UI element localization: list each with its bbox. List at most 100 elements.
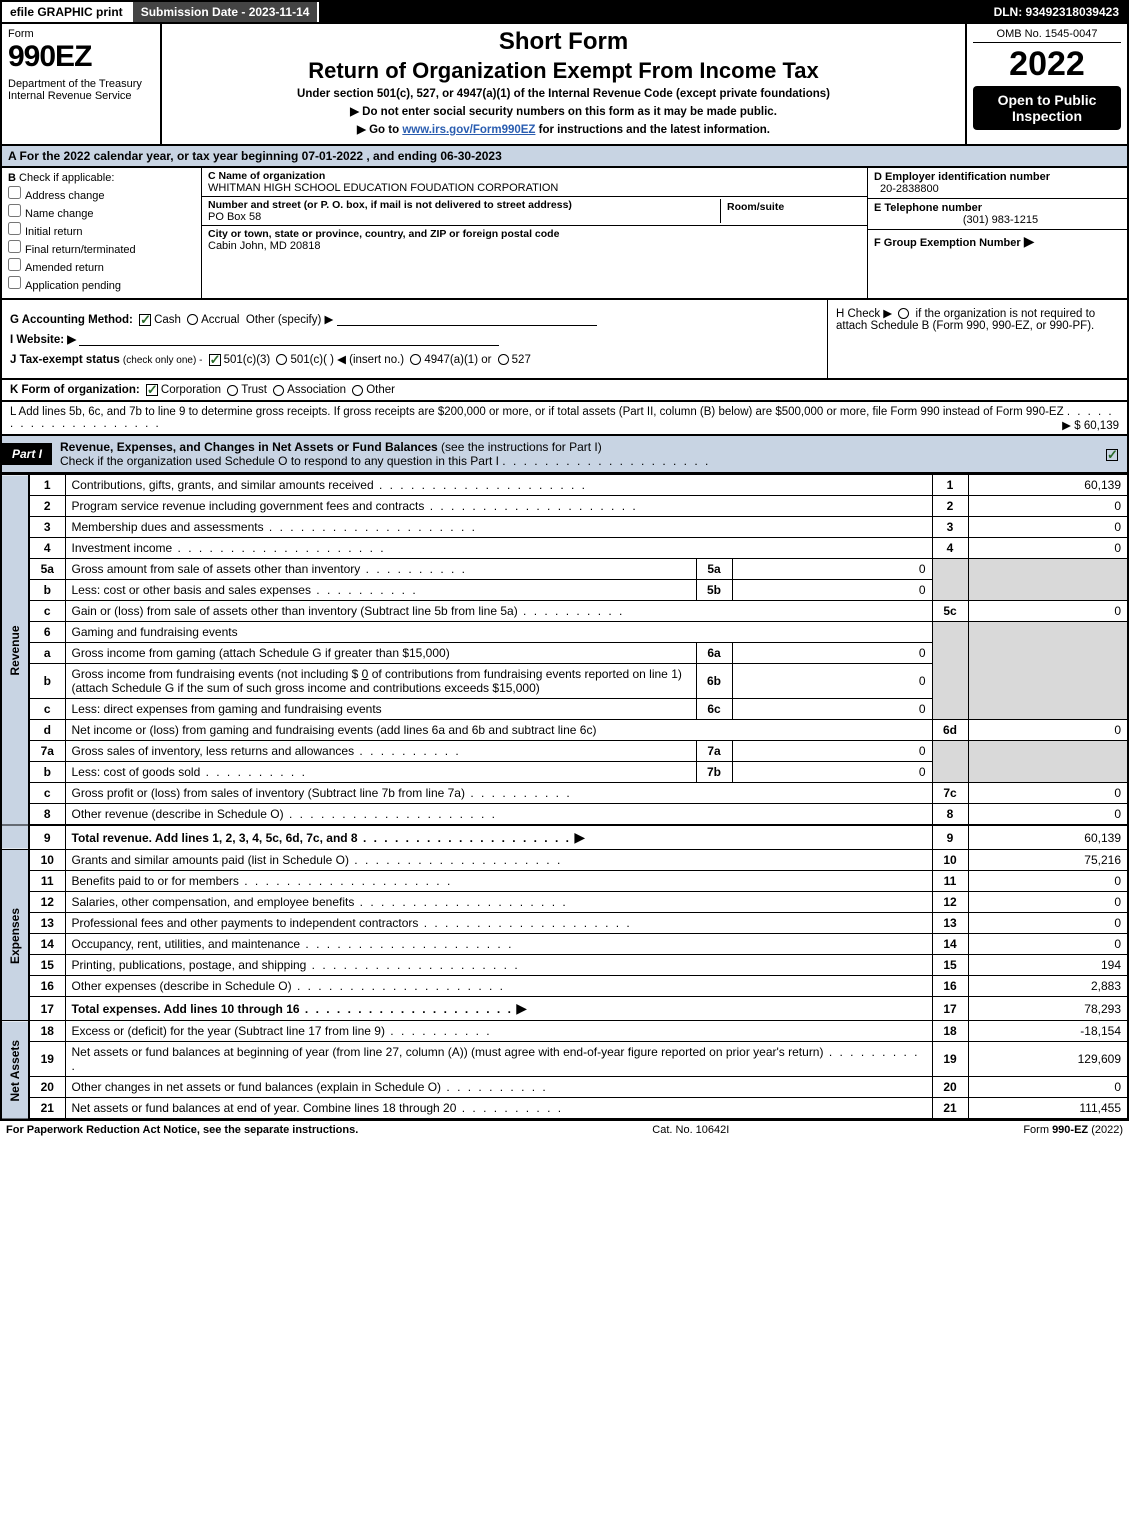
- header-right: OMB No. 1545-0047 2022 Open to Public In…: [967, 24, 1127, 144]
- part-1-checkline: Check if the organization used Schedule …: [60, 454, 499, 468]
- l9-num: 9: [29, 825, 65, 850]
- j-sub: (check only one) -: [123, 355, 202, 366]
- part-1-dots: [502, 454, 710, 468]
- chk-final-return[interactable]: Final return/terminated: [8, 240, 195, 256]
- efile-label[interactable]: efile GRAPHIC print: [2, 2, 133, 22]
- l6-desc: Gaming and fundraising events: [65, 622, 932, 643]
- l5b-sv: 0: [732, 580, 932, 601]
- sidetab-rev-end: [1, 825, 29, 850]
- chk-association[interactable]: [273, 385, 284, 396]
- l11-num: 11: [29, 871, 65, 892]
- l8-val: 0: [968, 804, 1128, 826]
- chk-501c[interactable]: [276, 354, 287, 365]
- part-1-tag: Part I: [2, 443, 52, 465]
- l5c-desc: Gain or (loss) from sale of assets other…: [72, 604, 625, 618]
- k-label: K Form of organization:: [10, 384, 140, 396]
- line-5c: c Gain or (loss) from sale of assets oth…: [1, 601, 1128, 622]
- l6c-sv: 0: [732, 699, 932, 720]
- l20-desc: Other changes in net assets or fund bala…: [72, 1080, 548, 1094]
- l15-ln: 15: [932, 955, 968, 976]
- header-center: Short Form Return of Organization Exempt…: [162, 24, 967, 144]
- part-1-desc: Revenue, Expenses, and Changes in Net As…: [52, 436, 1097, 472]
- l20-num: 20: [29, 1077, 65, 1098]
- l6a-sn: 6a: [696, 643, 732, 664]
- row-k: K Form of organization: Corporation Trus…: [0, 380, 1129, 402]
- dln-label: DLN: 93492318039423: [986, 2, 1127, 22]
- l5a-desc: Gross amount from sale of assets other t…: [72, 562, 468, 576]
- chk-name-change[interactable]: Name change: [8, 204, 195, 220]
- city-cell: City or town, state or province, country…: [202, 226, 867, 254]
- l17-val: 78,293: [968, 997, 1128, 1021]
- h-pre: H Check ▶: [836, 308, 892, 320]
- g-other-input[interactable]: [337, 314, 597, 326]
- chk-501c3[interactable]: [209, 354, 221, 366]
- l6c-sn: 6c: [696, 699, 732, 720]
- sidetab-net-assets: Net Assets: [1, 1021, 29, 1120]
- street-value: PO Box 58: [208, 211, 720, 223]
- k-trust: Trust: [241, 384, 267, 396]
- l7b-sv: 0: [732, 762, 932, 783]
- chk-other[interactable]: [352, 385, 363, 396]
- chk-application-pending[interactable]: Application pending: [8, 276, 195, 292]
- part-1-grid: Revenue 1 Contributions, gifts, grants, …: [0, 474, 1129, 1120]
- line-7a: 7a Gross sales of inventory, less return…: [1, 741, 1128, 762]
- l6b-amt-input[interactable]: 0: [362, 667, 369, 681]
- chk-trust[interactable]: [227, 385, 238, 396]
- l6-num: 6: [29, 622, 65, 643]
- l13-num: 13: [29, 913, 65, 934]
- l17-ln: 17: [932, 997, 968, 1021]
- footer-right-pre: Form: [1023, 1124, 1052, 1136]
- chk-527[interactable]: [498, 354, 509, 365]
- l5c-ln: 5c: [932, 601, 968, 622]
- chk-accrual[interactable]: [187, 314, 198, 325]
- group-exemption-cell: F Group Exemption Number ▶: [868, 230, 1127, 253]
- line-14: 14 Occupancy, rent, utilities, and maint…: [1, 934, 1128, 955]
- l5a-sn: 5a: [696, 559, 732, 580]
- street-row: Number and street (or P. O. box, if mail…: [202, 197, 867, 226]
- chk-corporation[interactable]: [146, 384, 158, 396]
- g-cash: Cash: [154, 314, 181, 326]
- l-arrow: ▶ $: [1062, 420, 1080, 432]
- group-exemption-label: F Group Exemption Number: [874, 237, 1021, 249]
- l14-ln: 14: [932, 934, 968, 955]
- city-value: Cabin John, MD 20818: [208, 240, 861, 252]
- section-def: D Employer identification number 20-2838…: [867, 168, 1127, 298]
- chk-schedule-o[interactable]: [1106, 449, 1118, 461]
- website-input[interactable]: [79, 334, 499, 346]
- part-1-sub: (see the instructions for Part I): [438, 440, 602, 454]
- chk-cash[interactable]: [139, 314, 151, 326]
- footer-left: For Paperwork Reduction Act Notice, see …: [6, 1124, 358, 1136]
- g-accrual: Accrual: [201, 314, 239, 326]
- irs-link[interactable]: www.irs.gov/Form990EZ: [402, 124, 535, 136]
- room-cell: Room/suite: [721, 199, 861, 223]
- city-label: City or town, state or province, country…: [208, 228, 861, 240]
- l7c-val: 0: [968, 783, 1128, 804]
- form-header: Form 990EZ Department of the Treasury In…: [0, 24, 1129, 146]
- l15-val: 194: [968, 955, 1128, 976]
- row-h: H Check ▶ if the organization is not req…: [827, 300, 1127, 378]
- l20-ln: 20: [932, 1077, 968, 1098]
- l12-ln: 12: [932, 892, 968, 913]
- chk-schedule-b[interactable]: [898, 308, 909, 319]
- row-a-tax-year: A For the 2022 calendar year, or tax yea…: [0, 146, 1129, 168]
- chk-initial-return[interactable]: Initial return: [8, 222, 195, 238]
- tax-year: 2022: [973, 45, 1121, 84]
- chk-amended-return[interactable]: Amended return: [8, 258, 195, 274]
- l3-desc: Membership dues and assessments: [72, 520, 477, 534]
- chk-4947[interactable]: [410, 354, 421, 365]
- l6b-desc: Gross income from fundraising events (no…: [65, 664, 696, 699]
- arrow-icon: ▶: [574, 829, 585, 845]
- j-4947: 4947(a)(1) or: [424, 354, 491, 366]
- line-20: 20 Other changes in net assets or fund b…: [1, 1077, 1128, 1098]
- line-9: 9 Total revenue. Add lines 1, 2, 3, 4, 5…: [1, 825, 1128, 850]
- form-title: Return of Organization Exempt From Incom…: [170, 58, 957, 84]
- l9-val: 60,139: [968, 825, 1128, 850]
- l5c-val: 0: [968, 601, 1128, 622]
- line-4: 4 Investment income 4 0: [1, 538, 1128, 559]
- chk-address-change[interactable]: Address change: [8, 186, 195, 202]
- sub3-post: for instructions and the latest informat…: [535, 124, 770, 136]
- line-13: 13 Professional fees and other payments …: [1, 913, 1128, 934]
- line-19: 19 Net assets or fund balances at beginn…: [1, 1042, 1128, 1077]
- row-i: I Website: ▶: [10, 332, 819, 346]
- l10-ln: 10: [932, 850, 968, 871]
